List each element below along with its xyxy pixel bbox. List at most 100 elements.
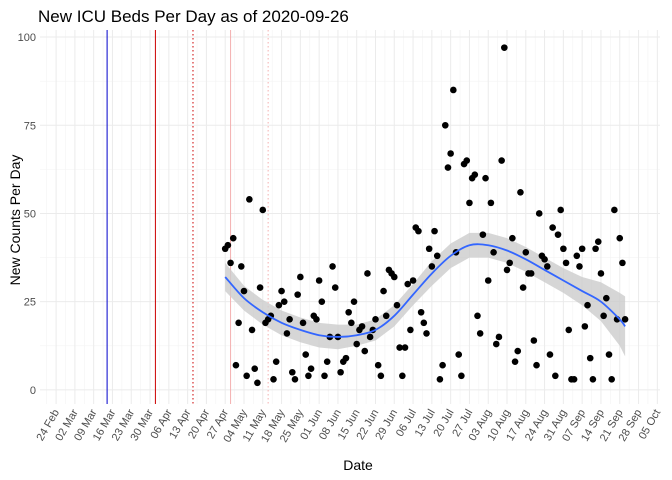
data-point — [321, 372, 328, 380]
data-point — [286, 316, 293, 323]
data-point — [377, 372, 385, 380]
data-point — [463, 157, 471, 164]
data-point — [374, 361, 382, 369]
data-point — [243, 372, 250, 380]
data-point — [546, 351, 554, 358]
data-point — [586, 354, 594, 362]
data-point — [584, 301, 591, 309]
data-point — [543, 263, 551, 270]
reference-lines — [106, 30, 269, 404]
data-point — [444, 164, 452, 171]
data-point — [506, 259, 513, 267]
data-point — [498, 157, 505, 164]
confidence-band-group — [225, 232, 626, 357]
data-point — [431, 227, 438, 235]
data-point — [592, 245, 599, 253]
data-point — [603, 294, 610, 302]
data-point — [578, 245, 586, 253]
data-point — [407, 326, 414, 334]
data-point — [305, 372, 312, 380]
data-point — [350, 298, 358, 305]
data-point — [517, 189, 524, 196]
data-point — [318, 298, 326, 305]
data-point — [337, 368, 344, 376]
data-point — [307, 365, 315, 373]
data-point — [415, 227, 422, 235]
data-point — [361, 347, 369, 355]
data-point — [401, 344, 409, 351]
data-point — [270, 376, 277, 383]
trend-line-group — [224, 243, 626, 338]
data-point — [600, 312, 607, 320]
data-point — [565, 326, 573, 334]
data-point — [476, 330, 484, 337]
data-point — [358, 323, 366, 330]
data-point — [417, 308, 425, 316]
data-point — [466, 199, 473, 207]
data-point — [425, 245, 433, 253]
data-point — [492, 340, 500, 348]
data-point — [557, 206, 564, 214]
data-point — [522, 248, 530, 256]
data-point — [254, 379, 261, 387]
data-point — [272, 358, 280, 365]
y-tick-label: 0 — [30, 385, 36, 397]
data-point — [235, 319, 242, 327]
data-point — [482, 174, 489, 182]
data-point — [331, 284, 339, 291]
data-point — [396, 344, 403, 351]
y-axis-ticks: 0 25 50 75 100 — [18, 32, 36, 397]
data-point — [297, 273, 304, 281]
data-point — [530, 337, 538, 344]
data-point — [345, 308, 352, 316]
data-point — [224, 241, 232, 249]
data-point — [433, 252, 441, 260]
data-point — [439, 361, 446, 369]
data-point — [535, 210, 543, 217]
y-tick-label: 75 — [24, 120, 36, 132]
data-point — [479, 231, 487, 238]
data-point — [420, 319, 428, 327]
data-point — [227, 259, 234, 267]
data-point — [541, 256, 548, 263]
data-point — [474, 312, 481, 320]
data-point — [573, 252, 581, 260]
y-tick-label: 100 — [18, 32, 36, 44]
data-point — [275, 301, 283, 309]
data-point — [348, 319, 355, 327]
data-point — [294, 291, 301, 298]
data-point — [342, 354, 350, 362]
data-point — [229, 234, 237, 242]
data-point — [390, 273, 398, 281]
data-point — [509, 234, 516, 242]
data-point — [570, 376, 578, 383]
data-point — [436, 376, 444, 383]
data-point — [428, 263, 436, 270]
data-point — [519, 284, 527, 291]
data-point — [484, 277, 492, 284]
data-point — [471, 171, 479, 178]
data-point — [554, 231, 562, 238]
data-point — [495, 333, 503, 341]
data-point — [302, 351, 310, 358]
data-point — [608, 376, 615, 383]
data-point — [490, 248, 497, 256]
data-point — [611, 206, 618, 214]
data-point — [511, 358, 519, 365]
data-point — [605, 351, 613, 358]
data-point — [259, 206, 267, 214]
data-point — [447, 150, 454, 157]
data-point — [560, 245, 567, 253]
grid-lines — [40, 30, 660, 404]
confidence-band — [225, 232, 626, 357]
data-point — [329, 263, 336, 270]
data-point — [458, 372, 465, 380]
data-point — [404, 280, 412, 288]
data-point — [291, 376, 299, 383]
chart-title: New ICU Beds Per Day as of 2020-09-26 — [38, 7, 349, 26]
data-point — [280, 298, 288, 305]
